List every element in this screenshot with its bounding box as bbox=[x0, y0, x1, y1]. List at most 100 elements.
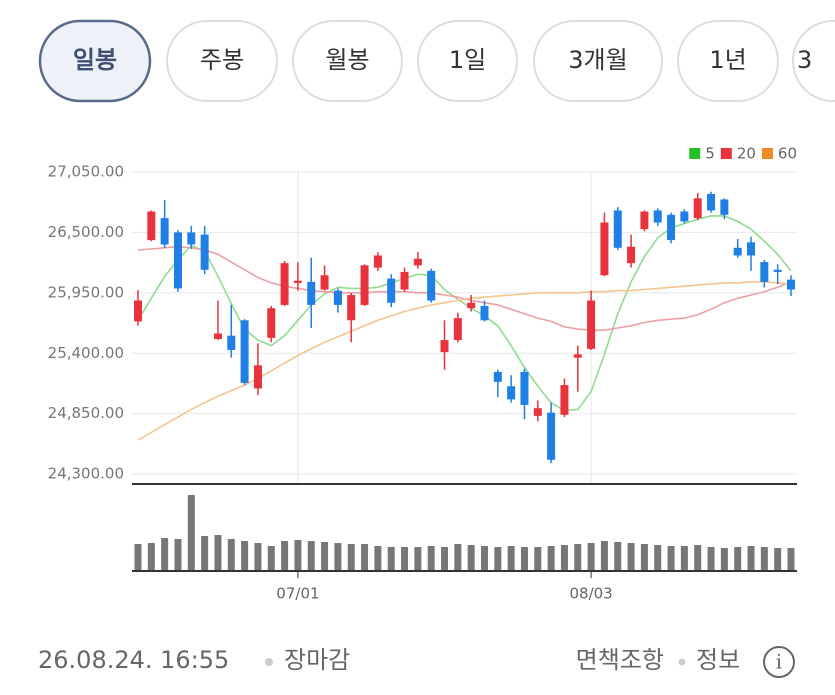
tab-label[interactable]: 3개월 bbox=[568, 46, 627, 74]
volume-bar bbox=[427, 546, 435, 571]
info-icon-glyph: i bbox=[776, 650, 782, 674]
candle-body bbox=[187, 232, 196, 245]
volume-bar bbox=[680, 546, 688, 571]
volume-bar bbox=[547, 546, 555, 571]
candle-body bbox=[253, 365, 262, 389]
tab-button[interactable] bbox=[38, 19, 152, 103]
candle-body bbox=[707, 193, 716, 211]
volume-bar bbox=[374, 546, 382, 571]
separator bbox=[265, 658, 273, 666]
volume-bar bbox=[587, 543, 595, 571]
candle-body bbox=[347, 295, 356, 321]
footer: 26.08.24. 16:55 장마감 면책조항 정보 i bbox=[38, 646, 795, 678]
candle-body bbox=[453, 318, 462, 341]
y-tick-label: 25,950.00 bbox=[48, 283, 124, 301]
tab-label[interactable]: 1일 bbox=[449, 46, 486, 74]
volume-bar bbox=[174, 539, 182, 571]
candle-body bbox=[720, 199, 729, 215]
volume-bar bbox=[227, 539, 235, 571]
y-tick-label: 24,300.00 bbox=[48, 465, 124, 483]
candle-body bbox=[200, 234, 209, 270]
candle-body bbox=[173, 232, 182, 289]
tab-bar: 일봉 주봉 월봉 1일 3개월 1년 3 bbox=[38, 19, 835, 103]
volume-bar bbox=[707, 547, 715, 571]
volume-bar bbox=[134, 544, 142, 571]
candle-body bbox=[413, 258, 422, 266]
volume-bar bbox=[667, 546, 675, 571]
info-link[interactable]: 정보 bbox=[696, 646, 740, 674]
legend-swatch bbox=[761, 148, 773, 159]
candle-body bbox=[533, 408, 542, 416]
volume-bar bbox=[147, 543, 155, 571]
tab-button[interactable] bbox=[166, 20, 278, 102]
volume-bar bbox=[560, 545, 568, 571]
y-tick-label: 25,400.00 bbox=[48, 344, 124, 362]
candle-body bbox=[160, 218, 169, 245]
legend-swatch bbox=[720, 148, 732, 159]
candle-body bbox=[680, 211, 689, 222]
info-icon[interactable] bbox=[763, 646, 795, 678]
candle-body bbox=[320, 275, 329, 290]
tab-label[interactable]: 3 bbox=[797, 46, 812, 74]
volume-bar bbox=[654, 545, 662, 571]
volume-bar bbox=[467, 545, 475, 571]
candle-body bbox=[733, 247, 742, 256]
tab-label[interactable]: 일봉 bbox=[73, 46, 117, 74]
tab-label[interactable]: 주봉 bbox=[200, 46, 244, 74]
candle-body bbox=[134, 300, 142, 322]
candle-body bbox=[653, 210, 662, 223]
candle-body bbox=[480, 306, 489, 321]
disclaimer[interactable]: 면책조항 bbox=[576, 646, 664, 674]
volume-bar bbox=[254, 543, 262, 571]
candle-body bbox=[507, 386, 516, 400]
candle-body bbox=[613, 210, 622, 248]
candle-body bbox=[440, 340, 449, 353]
volume-bar bbox=[760, 547, 768, 571]
volume-bar bbox=[161, 538, 169, 571]
volume-bar bbox=[454, 544, 462, 571]
candle-body bbox=[547, 412, 556, 460]
tab-button[interactable] bbox=[677, 20, 779, 102]
ma-line bbox=[137, 215, 792, 412]
tab-button[interactable] bbox=[792, 20, 835, 102]
volume-bar bbox=[281, 541, 289, 571]
volume-bar bbox=[520, 547, 528, 571]
x-tick-label: 07/01 bbox=[276, 585, 319, 603]
candle-body bbox=[787, 279, 795, 290]
volume-bar bbox=[214, 535, 222, 571]
tab-label[interactable]: 월봉 bbox=[325, 46, 369, 74]
candle-body bbox=[773, 269, 782, 272]
volume-bar bbox=[267, 546, 275, 571]
volume-bar bbox=[720, 548, 728, 571]
candle-body bbox=[333, 290, 342, 305]
candle-body bbox=[293, 280, 302, 283]
tab-label[interactable]: 1년 bbox=[709, 46, 746, 74]
candle-body bbox=[467, 302, 476, 309]
volume-bar bbox=[734, 547, 742, 571]
candle-body bbox=[693, 198, 702, 219]
tab-button[interactable] bbox=[417, 20, 518, 102]
legend-label: 60 bbox=[778, 145, 797, 163]
volume-bar bbox=[774, 548, 782, 571]
volume-bar bbox=[201, 536, 209, 571]
volume-bar bbox=[307, 541, 315, 571]
candle-body bbox=[587, 300, 596, 349]
volume-bar bbox=[241, 541, 249, 571]
volume-bar bbox=[387, 547, 395, 571]
volume-bar bbox=[494, 547, 502, 571]
candle-body bbox=[227, 335, 236, 350]
volume-bar bbox=[347, 544, 355, 571]
tab-button[interactable] bbox=[533, 20, 663, 102]
candle-body bbox=[280, 263, 289, 305]
candle-body bbox=[560, 385, 569, 415]
candle-body bbox=[400, 271, 409, 290]
volume-bar bbox=[401, 547, 409, 571]
candle-body bbox=[373, 255, 382, 268]
x-tick-label: 08/03 bbox=[569, 585, 612, 603]
candle-body bbox=[627, 246, 636, 264]
volume-bar bbox=[507, 546, 515, 571]
tab-button[interactable] bbox=[292, 20, 403, 102]
volume-bar bbox=[441, 547, 449, 571]
y-tick-label: 27,050.00 bbox=[48, 162, 124, 180]
